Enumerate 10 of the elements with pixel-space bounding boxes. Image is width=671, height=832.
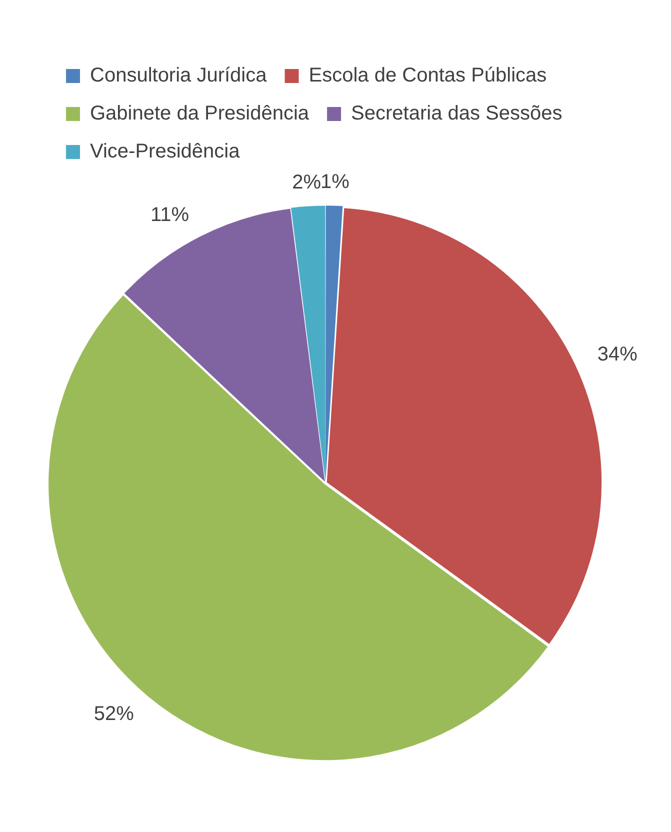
data-label: 34%	[597, 344, 638, 366]
data-label: 11%	[150, 204, 190, 226]
legend-label: Vice-Presidência	[90, 140, 241, 163]
legend-label: Secretaria das Sessões	[351, 102, 562, 125]
data-label: 1%	[320, 171, 350, 194]
legend-label: Escola de Contas Públicas	[308, 64, 547, 87]
legend-label: Consultoria Jurídica	[90, 64, 268, 87]
legend-label: Gabinete da Presidência	[90, 102, 310, 125]
data-label: 52%	[94, 703, 134, 726]
data-label: 2%	[292, 172, 322, 194]
